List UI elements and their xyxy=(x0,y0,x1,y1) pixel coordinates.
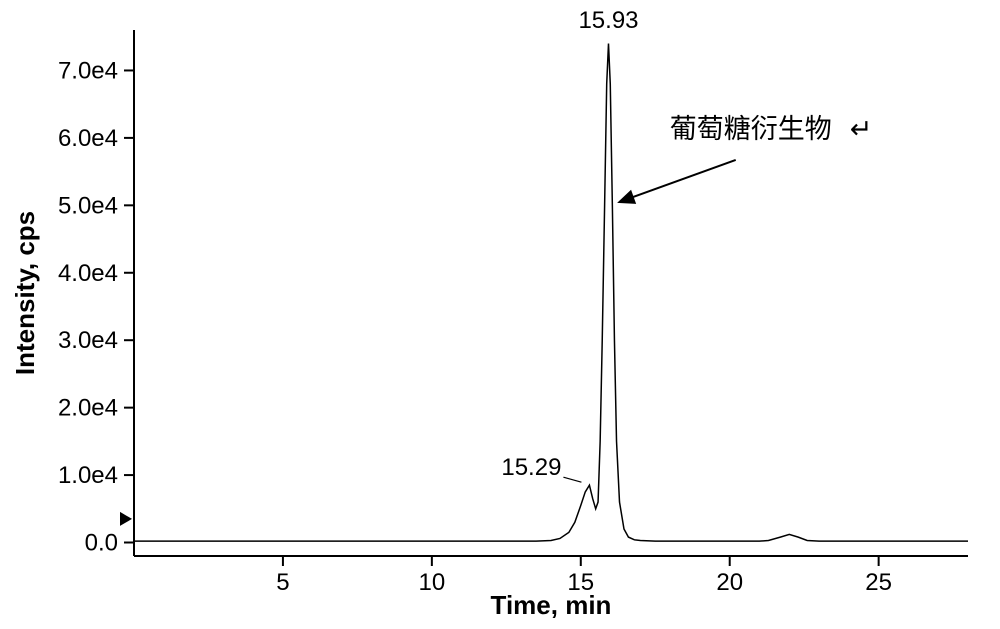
annotation-label: 葡萄糖衍生物 xyxy=(670,114,832,144)
chart-svg: 0.0 1.0e4 2.0e4 3.0e4 4.0e4 5.0e4 6.0e4 7.0e4 5 1… xyxy=(0,0,1000,629)
y-tick-label: 5.0e4 xyxy=(58,192,118,219)
y-tick-label: 0.0 xyxy=(85,530,118,557)
axis-marker-icon xyxy=(120,512,132,526)
y-tick-label: 4.0e4 xyxy=(58,260,118,287)
annotation-arrow-line xyxy=(620,160,736,202)
y-axis-title: Intensity, cps xyxy=(10,211,40,375)
y-tick-label: 7.0e4 xyxy=(58,57,118,84)
peak-leader-line xyxy=(563,477,581,482)
peak-label: 15.29 xyxy=(501,454,561,481)
annotation-arrowhead-icon xyxy=(620,192,635,203)
x-tick-label: 20 xyxy=(716,569,743,596)
x-tick-label: 5 xyxy=(276,569,289,596)
peak-label: 15.93 xyxy=(578,7,638,34)
x-tick-label: 10 xyxy=(419,569,446,596)
y-tick-label: 6.0e4 xyxy=(58,125,118,152)
y-tick-label: 2.0e4 xyxy=(58,395,118,422)
y-tick-label: 1.0e4 xyxy=(58,462,118,489)
return-arrow-icon: ↵ xyxy=(850,114,873,144)
y-tick-label: 3.0e4 xyxy=(58,327,118,354)
x-axis-title: Time, min xyxy=(491,590,612,620)
chromatogram-chart: 0.0 1.0e4 2.0e4 3.0e4 4.0e4 5.0e4 6.0e4 7.0e4 5 1… xyxy=(0,0,1000,629)
x-tick-label: 25 xyxy=(865,569,892,596)
